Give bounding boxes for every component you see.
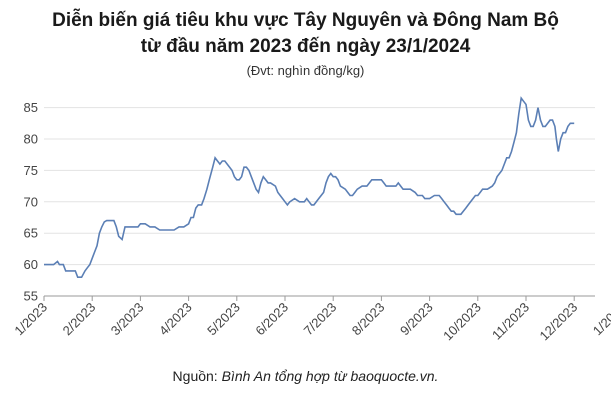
gridlines [44, 107, 595, 297]
chart-unit: (Đvt: nghìn đồng/kg) [246, 63, 365, 78]
chart-subtitle: từ đầu năm 2023 đến ngày 23/1/2024 [140, 36, 471, 57]
x-tick-label: 12/2023 [536, 300, 580, 344]
x-tick-label: 4/2023 [156, 300, 195, 339]
x-axis-ticks: 1/2023 2/2023 3/2023 4/2023 5/2023 6/2023 7/20… [11, 296, 611, 343]
y-tick-label: 60 [24, 257, 38, 272]
price-series-line [44, 96, 575, 278]
x-tick-label: 3/2023 [108, 300, 147, 339]
x-tick-label: 8/2023 [349, 300, 388, 339]
x-tick-label: 6/2023 [252, 300, 291, 339]
source-text: Bình An tổng hợp từ baoquocte.vn. [221, 368, 439, 384]
x-tick-label: 10/2023 [440, 300, 484, 344]
x-tick-label: 7/2023 [301, 300, 340, 339]
y-axis-ticks: 55 60 65 70 75 80 85 [24, 100, 38, 303]
y-tick-label: 70 [24, 194, 38, 209]
y-tick-label: 85 [24, 100, 38, 115]
chart-title: Diễn biến giá tiêu khu vực Tây Nguyên và… [52, 10, 559, 31]
y-tick-label: 65 [24, 226, 38, 241]
chart-source: Nguồn: Bình An tổng hợp từ baoquocte.vn. [0, 368, 611, 384]
x-tick-label: 1/2023 [11, 300, 50, 339]
x-tick-label: 1/2024 [590, 300, 611, 339]
y-tick-label: 55 [24, 289, 38, 304]
y-tick-label: 80 [24, 131, 38, 146]
x-tick-label: 11/2023 [489, 300, 532, 343]
y-tick-label: 75 [24, 163, 38, 178]
source-prefix: Nguồn: [172, 368, 222, 384]
x-tick-label: 9/2023 [397, 300, 436, 339]
x-tick-label: 5/2023 [204, 300, 243, 339]
x-tick-label: 2/2023 [60, 300, 99, 339]
